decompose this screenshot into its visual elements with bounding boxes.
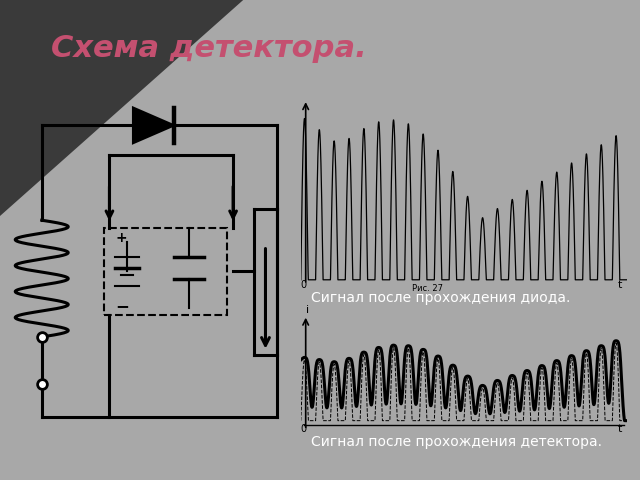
- Polygon shape: [133, 108, 174, 143]
- Text: 0: 0: [301, 424, 307, 434]
- Text: i: i: [306, 305, 309, 315]
- Polygon shape: [0, 0, 243, 216]
- Text: t: t: [618, 424, 622, 434]
- Text: Сигнал после прохождения диода.: Сигнал после прохождения диода.: [310, 291, 570, 305]
- Text: 0: 0: [301, 280, 307, 290]
- Text: Сигнал после прохождения детектора.: Сигнал после прохождения детектора.: [310, 435, 602, 449]
- Text: t: t: [618, 280, 622, 290]
- Text: −: −: [115, 298, 129, 315]
- Text: +: +: [115, 231, 127, 245]
- Text: Рис. 27: Рис. 27: [412, 284, 443, 293]
- Text: Схема детектора.: Схема детектора.: [51, 34, 367, 62]
